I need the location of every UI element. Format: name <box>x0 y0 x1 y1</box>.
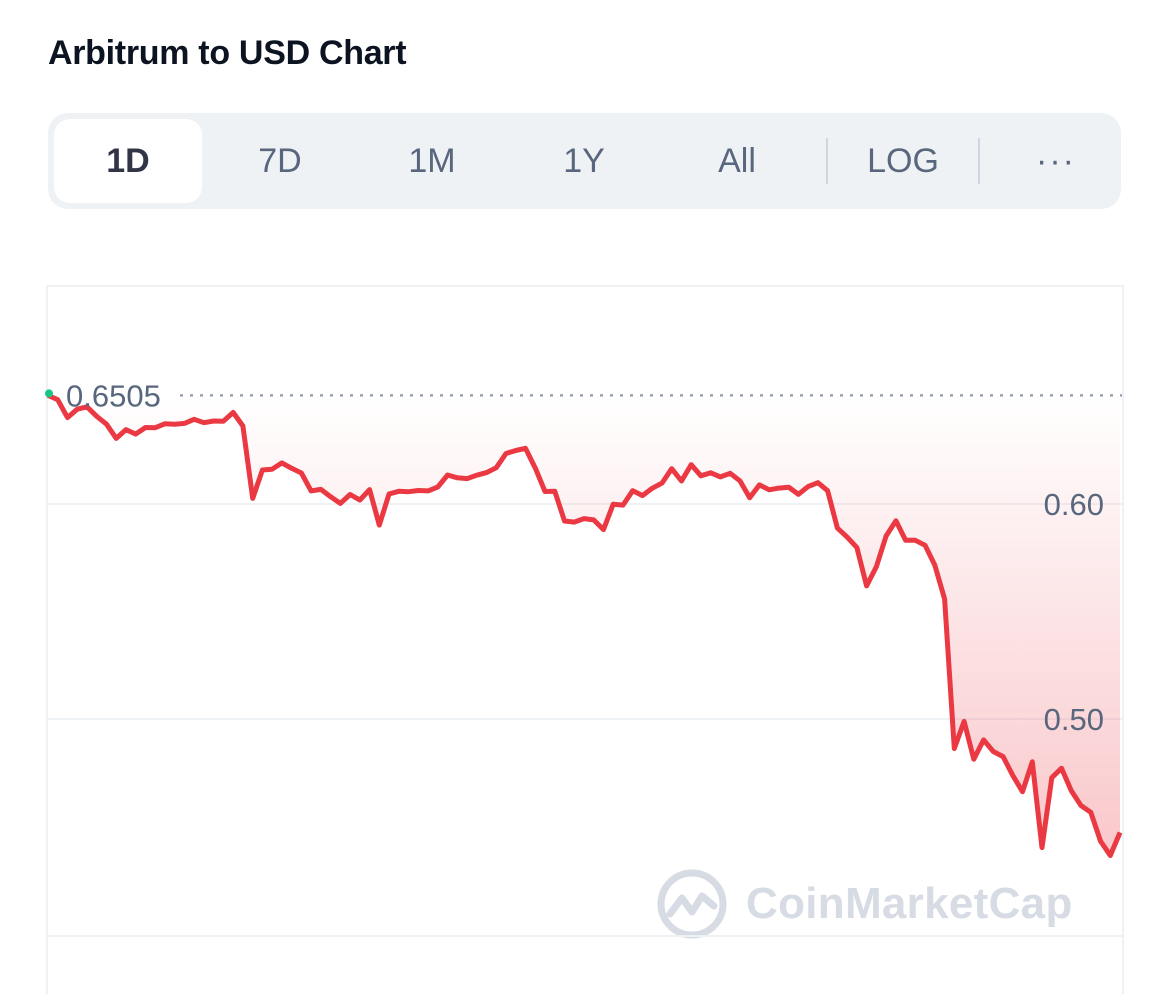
tab-all[interactable]: All <box>718 141 756 180</box>
price-series-line <box>46 393 1123 858</box>
watermark: CoinMarketCap <box>656 868 1073 940</box>
tab-7d[interactable]: 7D <box>258 141 302 180</box>
time-range-tabs: 1D 7D 1M 1Y All LOG ··· <box>48 113 1121 209</box>
y-tick-label: 0.60 <box>1044 487 1104 522</box>
page-title: Arbitrum to USD Chart <box>48 34 407 72</box>
log-toggle[interactable]: LOG <box>867 141 939 180</box>
watermark-text: CoinMarketCap <box>746 879 1073 928</box>
chart-area <box>46 285 1124 994</box>
tab-1d[interactable]: 1D <box>54 119 202 203</box>
tab-divider <box>826 138 828 184</box>
open-price-marker <box>45 389 53 398</box>
price-area-fill <box>48 395 1120 856</box>
open-price-label: 0.6505 <box>66 378 161 413</box>
tab-1y[interactable]: 1Y <box>563 141 605 180</box>
tab-divider <box>978 138 980 184</box>
tab-1m[interactable]: 1M <box>408 141 456 180</box>
more-options-icon[interactable]: ··· <box>1036 141 1076 180</box>
y-tick-label: 0.50 <box>1044 702 1104 737</box>
